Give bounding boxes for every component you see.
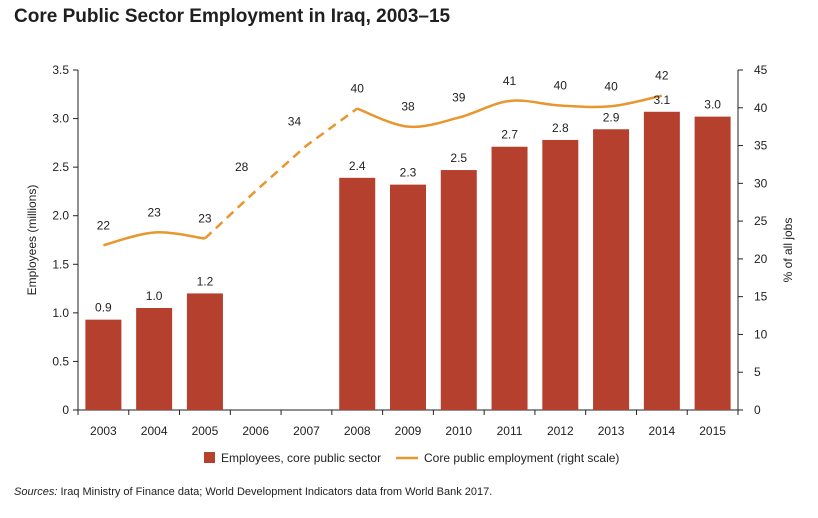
- right-tick-label: 40: [754, 101, 768, 115]
- bar: [542, 139, 579, 410]
- bar-value-label: 2.4: [349, 159, 366, 173]
- line-point-label: 42: [655, 69, 669, 83]
- right-tick-label: 25: [754, 214, 768, 228]
- x-tick-label: 2003: [90, 424, 117, 438]
- right-tick-label: 10: [754, 327, 768, 341]
- line-point-label: 28: [235, 160, 249, 174]
- right-tick-label: 0: [754, 403, 761, 417]
- bars: [85, 111, 731, 411]
- left-tick-label: 2.5: [52, 160, 69, 174]
- x-tick-label: 2008: [344, 424, 371, 438]
- right-tick-label: 35: [754, 139, 768, 153]
- data-labels: 0.9 1.0 1.2 2.4 2.3 2.5 2.7 2.8 2.9 3.1 3.0 22 23 23 2…: [95, 69, 721, 315]
- line-point-label: 39: [452, 91, 466, 105]
- bar-value-label: 2.8: [552, 121, 569, 135]
- x-tick-label: 2005: [192, 424, 219, 438]
- x-tick-label: 2015: [699, 424, 726, 438]
- left-tick-label: 3.0: [52, 112, 69, 126]
- line-point-label: 22: [97, 218, 111, 232]
- right-tick-label: 30: [754, 176, 768, 190]
- bar: [643, 111, 680, 411]
- line-point-label: 38: [401, 100, 415, 114]
- legend-bar-label: Employees, core public sector: [221, 451, 381, 465]
- line-point-label: 41: [503, 74, 517, 88]
- x-tick-label: 2011: [497, 424, 523, 438]
- legend-bar-swatch: [204, 452, 215, 463]
- bar-value-label: 1.2: [197, 274, 214, 288]
- right-tick-label: 20: [754, 252, 768, 266]
- bar: [440, 170, 477, 410]
- bar: [694, 116, 731, 410]
- x-tick-label: 2009: [395, 424, 422, 438]
- line-segment-solid-late: [356, 94, 663, 129]
- bar: [390, 184, 426, 410]
- y2-axis-title: % of all jobs: [781, 218, 795, 283]
- source-text: Iraq Ministry of Finance data; World Dev…: [57, 486, 493, 498]
- line-point-label: 34: [288, 115, 302, 129]
- bar-value-label: 2.3: [400, 166, 417, 180]
- right-tick-label: 45: [754, 63, 768, 77]
- bar-value-label: 2.9: [603, 110, 620, 124]
- bar: [186, 293, 223, 410]
- bar-value-label: 1.0: [146, 289, 163, 303]
- axes: 0 0.5 1.0 1.5 2.0 2.5 3.0 3.5 0 5 10 15 20 25 30 35 40 45…: [25, 63, 795, 438]
- legend: Employees, core public sector Core public…: [204, 451, 619, 465]
- left-tick-label: 0: [62, 403, 69, 417]
- line-segment-dashed: [204, 107, 358, 240]
- bar-value-label: 0.9: [95, 301, 112, 315]
- source-note: Sources: Iraq Ministry of Finance data; …: [14, 486, 492, 498]
- line-point-label: 40: [351, 82, 365, 96]
- x-tick-label: 2013: [598, 424, 625, 438]
- bar-value-label: 2.7: [501, 128, 518, 142]
- legend-line-label: Core public employment (right scale): [424, 451, 619, 465]
- right-tick-label: 15: [754, 290, 768, 304]
- x-tick-label: 2004: [141, 424, 168, 438]
- line-point-label: 40: [604, 79, 618, 93]
- source-lead: Sources:: [14, 486, 58, 498]
- x-tick-label: 2010: [445, 424, 472, 438]
- line-point-label: 23: [147, 205, 161, 219]
- left-tick-label: 1.0: [52, 306, 69, 320]
- chart-title: Core Public Sector Employment in Iraq, 2…: [14, 6, 451, 27]
- bar: [136, 308, 173, 410]
- y-axis-title: Employees (millions): [25, 185, 39, 296]
- line-segment-solid-early: [103, 231, 206, 247]
- left-tick-label: 3.5: [52, 63, 69, 77]
- line-point-label: 40: [554, 79, 568, 93]
- bar: [491, 146, 528, 410]
- line-series: [103, 94, 663, 247]
- left-tick-label: 1.5: [52, 257, 69, 271]
- bar: [339, 177, 376, 410]
- chart: 0 0.5 1.0 1.5 2.0 2.5 3.0 3.5 0 5 10 15 20 25 30 35 40 45…: [25, 63, 795, 465]
- x-tick-label: 2007: [293, 424, 320, 438]
- left-tick-label: 2.0: [52, 209, 69, 223]
- x-tick-label: 2006: [242, 424, 269, 438]
- bar-value-label: 2.5: [450, 151, 467, 165]
- bar-value-label: 3.1: [654, 93, 671, 107]
- right-tick-label: 5: [754, 365, 761, 379]
- bar: [593, 129, 630, 410]
- bar-value-label: 3.0: [704, 98, 721, 112]
- bar: [85, 319, 122, 410]
- x-tick-label: 2014: [648, 424, 675, 438]
- line-point-label: 23: [198, 211, 212, 225]
- x-tick-label: 2012: [547, 424, 574, 438]
- left-tick-label: 0.5: [52, 354, 69, 368]
